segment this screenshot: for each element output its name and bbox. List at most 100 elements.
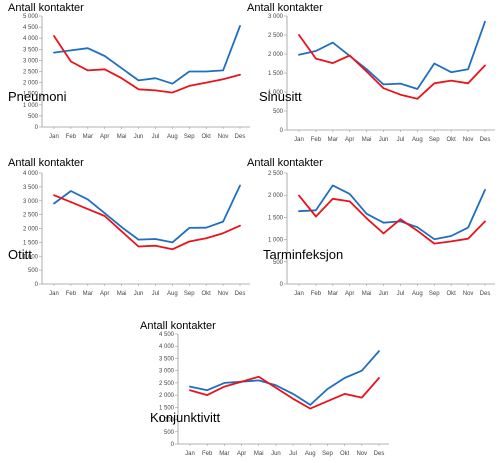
x-tick-label: Apr — [345, 137, 354, 143]
x-tick-label: Okt — [202, 134, 212, 140]
y-tick-label: 3 500 — [23, 47, 39, 53]
y-axis-label: Antall kontakter — [8, 2, 84, 14]
x-tick-label: Mai — [117, 291, 127, 297]
x-tick-label: Nov — [218, 291, 229, 297]
y-axis-label: Antall kontakter — [247, 157, 323, 169]
x-tick-label: Jul — [397, 137, 405, 143]
x-tick-label: Sep — [322, 451, 333, 457]
chart-4: Antall kontakter 0 500 1 000 1 500 2 000 2 500… — [140, 320, 389, 457]
y-tick-label: 3 000 — [268, 14, 284, 20]
y-tick-label: 500 — [273, 260, 284, 266]
x-tick-label: Mai — [254, 451, 264, 457]
y-tick-label: 500 — [28, 268, 39, 274]
y-tick-label: 1 000 — [159, 418, 175, 424]
x-tick-label: Feb — [66, 134, 77, 140]
x-tick-label: Mar — [328, 291, 338, 297]
x-tick-label: Jan — [294, 291, 304, 297]
x-tick-label: Des — [235, 134, 246, 140]
chart-title: Pneumoni — [8, 89, 67, 104]
x-tick-label: Apr — [100, 134, 109, 140]
y-tick-label: 1 000 — [268, 238, 284, 244]
x-tick-label: Okt — [447, 291, 457, 297]
x-tick-label: Okt — [340, 451, 350, 457]
y-tick-label: 0 — [280, 128, 284, 134]
chart-title: Sinusitt — [259, 89, 302, 104]
y-tick-label: 1 500 — [23, 240, 39, 246]
x-tick-label: Okt — [447, 137, 457, 143]
y-tick-label: 2 500 — [159, 381, 175, 387]
chart-0: Antall kontakter 0 500 1 000 1 500 2 000 2 500… — [8, 2, 250, 140]
y-tick-label: 2 500 — [23, 70, 39, 76]
y-tick-label: 4 000 — [23, 171, 39, 177]
x-tick-label: Feb — [311, 137, 322, 143]
x-tick-label: Aug — [167, 291, 178, 297]
y-axis-label: Antall kontakter — [140, 320, 216, 332]
x-tick-label: Jul — [289, 451, 297, 457]
x-tick-label: Nov — [218, 134, 229, 140]
y-tick-label: 500 — [164, 430, 175, 436]
y-tick-label: 0 — [35, 282, 39, 288]
chart-title: Tarminfeksjon — [263, 247, 343, 262]
x-tick-label: Feb — [311, 291, 322, 297]
x-tick-label: Jul — [152, 291, 160, 297]
y-tick-label: 2 500 — [23, 213, 39, 219]
series-line-1 — [53, 194, 241, 251]
x-tick-label: Jul — [397, 291, 405, 297]
x-tick-label: Mai — [362, 137, 372, 143]
y-axis-label: Antall kontakter — [247, 2, 323, 14]
y-tick-label: 1 500 — [268, 71, 284, 77]
y-tick-label: 0 — [280, 282, 284, 288]
series-line-1 — [298, 34, 486, 100]
y-tick-label: 1 500 — [23, 92, 39, 98]
x-tick-label: Jun — [134, 134, 144, 140]
chart-1: Antall kontakter 0 500 1 000 1 500 2 000 2 500… — [247, 2, 495, 143]
y-tick-label: 0 — [35, 125, 39, 131]
x-tick-label: Mai — [362, 291, 372, 297]
x-tick-label: Sep — [184, 134, 195, 140]
y-tick-label: 3 000 — [23, 199, 39, 205]
x-tick-label: Aug — [305, 451, 316, 457]
y-tick-label: 2 500 — [268, 171, 284, 177]
x-tick-label: Mai — [117, 134, 127, 140]
y-tick-label: 3 500 — [23, 185, 39, 191]
y-tick-label: 1 000 — [268, 90, 284, 96]
x-tick-label: Nov — [463, 291, 474, 297]
x-tick-label: Mar — [83, 134, 93, 140]
series-line-0 — [53, 25, 241, 85]
series-line-0 — [298, 184, 486, 241]
x-tick-label: Jan — [49, 134, 59, 140]
y-tick-label: 2 000 — [159, 393, 175, 399]
y-tick-label: 2 500 — [268, 33, 284, 39]
x-tick-label: Jan — [49, 291, 59, 297]
x-tick-label: Jun — [271, 451, 281, 457]
x-tick-label: Okt — [202, 291, 212, 297]
x-tick-label: Mar — [83, 291, 93, 297]
y-tick-label: 500 — [28, 114, 39, 120]
y-tick-label: 4 500 — [159, 332, 175, 338]
series-line-0 — [53, 184, 241, 244]
y-tick-label: 1 500 — [159, 405, 175, 411]
x-tick-label: Apr — [237, 451, 246, 457]
x-tick-label: Jun — [379, 291, 389, 297]
x-tick-label: Nov — [463, 137, 474, 143]
x-tick-label: Feb — [202, 451, 213, 457]
x-tick-label: Apr — [345, 291, 354, 297]
y-tick-label: 4 500 — [23, 25, 39, 31]
x-tick-label: Des — [480, 291, 491, 297]
y-axis-label: Antall kontakter — [8, 157, 84, 169]
series-line-1 — [298, 194, 486, 245]
y-tick-label: 2 000 — [268, 193, 284, 199]
x-tick-label: Des — [235, 291, 246, 297]
y-tick-label: 3 000 — [159, 369, 175, 375]
y-tick-label: 1 500 — [268, 215, 284, 221]
y-tick-label: 2 000 — [23, 227, 39, 233]
series-line-0 — [298, 20, 486, 90]
x-tick-label: Aug — [167, 134, 178, 140]
x-tick-label: Sep — [429, 291, 440, 297]
y-tick-label: 2 000 — [268, 52, 284, 58]
x-tick-label: Aug — [412, 137, 423, 143]
series-line-1 — [189, 375, 380, 410]
x-tick-label: Des — [480, 137, 491, 143]
x-tick-label: Apr — [100, 291, 109, 297]
